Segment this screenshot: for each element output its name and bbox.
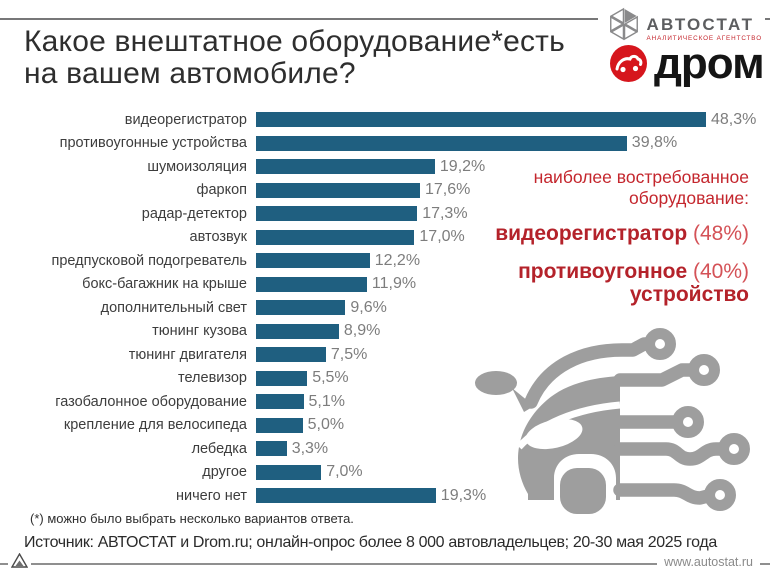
- chart-row: видеорегистратор 48,3%: [0, 108, 770, 132]
- chart-row: ничего нет 19,3%: [0, 484, 770, 508]
- bar: [256, 394, 304, 410]
- value-label: 5,5%: [312, 369, 349, 387]
- chart-row: предпусковой подогреватель 12,2%: [0, 249, 770, 273]
- annotation-item-2-label-line2: устройство: [629, 283, 749, 307]
- category-label: дополнительный свет: [100, 299, 247, 316]
- page-title-line2: на вашем автомобиле?: [24, 57, 356, 91]
- bar: [256, 347, 326, 363]
- value-label: 48,3%: [711, 110, 757, 128]
- annotation: наиболее востребованное оборудование: ви…: [429, 167, 749, 307]
- category-label: крепление для велосипеда: [63, 417, 247, 434]
- bar-chart: видеорегистратор 48,3% противоугонные устр…: [0, 108, 770, 508]
- category-label: газобалонное оборудование: [55, 393, 247, 410]
- chart-row: газобалонное оборудование 5,1%: [0, 390, 770, 414]
- chart-row: бокс-багажник на крыше 11,9%: [0, 273, 770, 297]
- bar: [256, 253, 370, 269]
- value-label: 7,5%: [330, 345, 368, 363]
- category-label: телевизор: [177, 370, 247, 387]
- top-divider: [0, 18, 770, 20]
- value-label: 7,0%: [326, 463, 363, 481]
- value-label: 39,8%: [631, 134, 678, 152]
- car-circuit-icon: [470, 306, 770, 529]
- chart-row: автозвук 17,0%: [0, 226, 770, 250]
- chart-row: телевизор 5,5%: [0, 367, 770, 391]
- category-label: тюнинг кузова: [152, 323, 247, 340]
- value-label: 12,2%: [374, 251, 421, 269]
- page-title-line1: Какое внештатное оборудование*есть: [24, 25, 565, 58]
- category-label: фаркоп: [196, 182, 247, 199]
- autostat-hexagon-icon: [604, 3, 644, 50]
- annotation-item-1: видеорегистратор (48%): [429, 222, 749, 246]
- category-label: другое: [202, 464, 247, 481]
- category-label: видеорегистратор: [124, 111, 247, 128]
- drom-logo-name: дром: [654, 39, 765, 89]
- bar: [256, 300, 346, 316]
- value-label: 9,6%: [350, 298, 387, 316]
- autostat-logo-name: АВТОСТАТ: [646, 15, 755, 34]
- bar: [256, 441, 287, 457]
- chart-row: фаркоп 17,6%: [0, 179, 770, 203]
- footnote: (*) можно было выбрать несколько вариант…: [30, 511, 354, 526]
- chart-row: крепление для велосипеда 5,0%: [0, 414, 770, 438]
- category-label: противоугонные устройства: [59, 135, 247, 152]
- drom-circle-car-icon: [610, 45, 647, 87]
- value-label: 19,3%: [440, 486, 487, 504]
- value-label: 19,2%: [439, 157, 486, 175]
- category-label: тюнинг двигателя: [128, 346, 247, 363]
- annotation-item-2: противоугонное (40%) устройство: [429, 260, 749, 307]
- website-label: www.autostat.ru: [657, 555, 760, 569]
- bar: [256, 323, 339, 339]
- category-label: бокс-багажник на крыше: [82, 276, 247, 293]
- drom-logo: дром: [610, 39, 765, 89]
- category-label: предпусковой подогреватель: [51, 252, 247, 269]
- bar: [256, 488, 436, 504]
- annotation-heading-line2: оборудование:: [628, 187, 749, 208]
- chart-row: лебедка 3,3%: [0, 437, 770, 461]
- page-title: Какое внештатное оборудование*есть на ва…: [24, 25, 565, 91]
- bar: [256, 206, 418, 222]
- chart-row: шумоизоляция 19,2%: [0, 155, 770, 179]
- bar: [256, 276, 367, 292]
- bar: [256, 182, 420, 198]
- value-label: 17,0%: [419, 228, 465, 246]
- bar: [256, 464, 322, 480]
- category-label: автозвук: [189, 229, 247, 246]
- bar: [256, 417, 303, 433]
- bar: [256, 159, 435, 175]
- corner-triangle-icon: [8, 552, 31, 568]
- bar: [256, 135, 627, 151]
- bottom-divider: [0, 563, 770, 565]
- value-label: 17,3%: [422, 204, 468, 222]
- annotation-item-2-label: противоугонное: [518, 259, 688, 283]
- chart-row: тюнинг двигателя 7,5%: [0, 343, 770, 367]
- source-line: Источник: АВТОСТАТ и Drom.ru; онлайн-опр…: [24, 534, 717, 551]
- autostat-logo: АВТОСТАТ АНАЛИТИЧЕСКОЕ АГЕНТСТВО: [597, 1, 765, 52]
- chart-row: радар-детектор 17,3%: [0, 202, 770, 226]
- chart-row: тюнинг кузова 8,9%: [0, 320, 770, 344]
- value-label: 11,9%: [371, 275, 417, 293]
- value-label: 17,6%: [425, 181, 471, 199]
- category-label: лебедка: [191, 440, 247, 457]
- chart-row: противоугонные устройства 39,8%: [0, 132, 770, 156]
- category-label: ничего нет: [175, 487, 247, 504]
- chart-row: другое 7,0%: [0, 461, 770, 485]
- value-label: 5,1%: [308, 392, 345, 410]
- annotation-item-1-value: (48%): [687, 222, 749, 246]
- value-label: 5,0%: [307, 416, 345, 434]
- category-label: радар-детектор: [141, 205, 247, 222]
- bar: [256, 370, 308, 386]
- annotation-heading-line1: наиболее востребованное: [533, 167, 749, 187]
- value-label: 8,9%: [343, 322, 381, 340]
- bar: [256, 112, 706, 128]
- autostat-logo-subtitle: АНАЛИТИЧЕСКОЕ АГЕНТСТВО: [646, 35, 762, 42]
- value-label: 3,3%: [291, 439, 329, 457]
- annotation-item-2-value: (40%): [687, 259, 749, 283]
- bar: [256, 229, 415, 245]
- category-label: шумоизоляция: [147, 158, 247, 175]
- annotation-item-1-label: видеорегистратор: [495, 222, 688, 246]
- annotation-heading: наиболее востребованное оборудование:: [429, 167, 749, 208]
- chart-row: дополнительный свет 9,6%: [0, 296, 770, 320]
